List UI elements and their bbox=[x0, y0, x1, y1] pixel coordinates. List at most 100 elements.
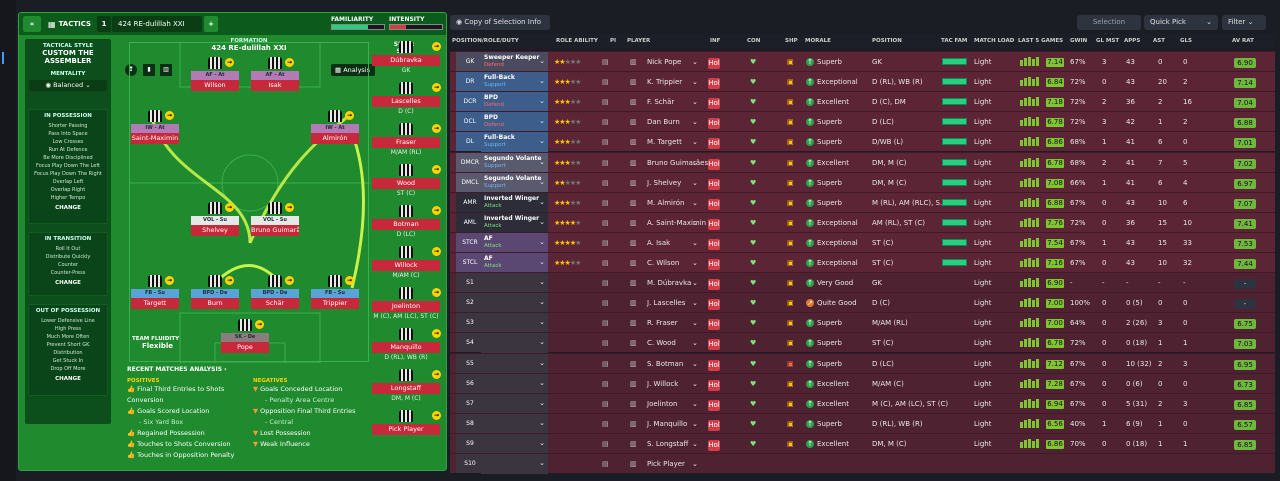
player-name[interactable]: A. Isak bbox=[647, 238, 671, 247]
table-row[interactable]: DCL BPD Defend ⌄ ★★★★★ ▤ ▥ Dan Burn ⌄ Hol ♥ ▣ ↑ Super… bbox=[450, 111, 1275, 133]
pi-icon[interactable]: ▤ bbox=[602, 419, 609, 428]
role-duty-select[interactable]: ⌄ bbox=[481, 373, 548, 394]
role-duty-select[interactable]: ⌄ bbox=[481, 313, 548, 334]
column-header[interactable]: MORALE bbox=[805, 38, 831, 44]
table-row[interactable]: S2 ⌄ ▤ ▥ J. Lascelles ⌄ Hol ♥ ▣ ↗ Quite Good D (C) L… bbox=[450, 292, 1275, 314]
table-row[interactable]: AML Inverted Winger Attack ⌄ ★★★★★ ▤ ▥ A. Saint… bbox=[450, 211, 1275, 233]
table-row[interactable]: DR Full-Back Support ⌄ ★★★★★ ▤ ▥ K. Trippier ⌄ Ho… bbox=[450, 71, 1275, 93]
column-header[interactable]: AV RAT bbox=[1232, 38, 1254, 44]
filter-button[interactable]: Filter ⌄ bbox=[1222, 15, 1266, 30]
table-row[interactable]: STCL AF Attack ⌄ ★★★★★ ▤ ▥ C. Wilson ⌄ Hol ♥ ▣ ↑ Exce… bbox=[450, 252, 1275, 273]
table-row[interactable]: S7 ⌄ ▤ ▥ Joelinton ⌄ Hol ♥ ▣ ↑ Excellent M (C), AM … bbox=[450, 392, 1275, 414]
player-name[interactable]: J. Willock bbox=[647, 379, 679, 388]
role-duty-select[interactable]: Sweeper Keeper Defend ⌄ bbox=[481, 52, 548, 72]
sub-player[interactable]: Pick Player bbox=[372, 424, 440, 435]
table-row[interactable]: DL Full-Back Support ⌄ ★★★★★ ▤ ▥ M. Targett ⌄ Hol… bbox=[450, 131, 1275, 153]
column-header[interactable]: MATCH LOAD bbox=[974, 38, 1015, 44]
table-row[interactable]: DMCR Segundo Volante Support ⌄ ★★★★★ ▤ ▥ Bruno … bbox=[450, 151, 1275, 173]
table-row[interactable]: S5 ⌄ ▤ ▥ S. Botman ⌄ Hol ♥ ▣ ↑ Superb D (LC) Light 7.… bbox=[450, 352, 1275, 374]
player-name[interactable]: C. Wood bbox=[647, 339, 676, 348]
player-name[interactable]: F. Schär bbox=[647, 98, 675, 107]
role-duty-select[interactable]: ⌄ bbox=[481, 273, 548, 294]
table-row[interactable]: S9 ⌄ ▤ ▥ S. Longstaff ⌄ Hol ♥ ▣ ↑ Excellent DM, M (… bbox=[450, 432, 1275, 454]
collapse-icon[interactable]: « bbox=[23, 16, 41, 32]
table-row[interactable]: S3 ⌄ ▤ ▥ R. Fraser ⌄ Hol ♥ ▣ ↑ Superb M/AM (RL) Ligh… bbox=[450, 312, 1275, 334]
pi-icon[interactable]: ▤ bbox=[602, 339, 609, 348]
table-row[interactable]: S1 ⌄ ▤ ▥ M. Dúbravka ⌄ Hol ♥ ▣ ↑ Very Good GK Light 6… bbox=[450, 272, 1275, 294]
role-duty-select[interactable]: Segundo Volante Support ⌄ bbox=[481, 152, 548, 173]
tactic-slot[interactable]: 1 bbox=[97, 16, 111, 32]
role-duty-select[interactable]: BPD Defend ⌄ bbox=[481, 112, 548, 133]
tactic-name[interactable]: 424 RE-dulillah XXI bbox=[112, 16, 202, 32]
bar-chart-icon[interactable]: ▮ bbox=[143, 64, 155, 76]
column-header[interactable]: PLAYER bbox=[627, 38, 651, 44]
pitch-player[interactable]: AF - At Isak bbox=[251, 71, 299, 91]
player-name[interactable]: M. Almirón bbox=[647, 198, 685, 207]
player-name[interactable]: K. Trippier bbox=[647, 78, 683, 87]
pi-icon[interactable]: ▤ bbox=[602, 460, 609, 468]
player-name[interactable]: Bruno Guimarães bbox=[647, 158, 709, 167]
table-row[interactable]: S4 ⌄ ▤ ▥ C. Wood ⌄ Hol ♥ ▣ ↑ Superb ST (C) Light 6.78… bbox=[450, 332, 1275, 354]
sub-player[interactable]: Wood ST (C) bbox=[372, 178, 440, 198]
pi-icon[interactable]: ▤ bbox=[602, 359, 609, 368]
sub-player[interactable]: Willock M/AM (C) bbox=[372, 260, 440, 280]
role-duty-select[interactable]: AF Attack ⌄ bbox=[481, 232, 548, 253]
table-row[interactable]: DMCL Segundo Volante Support ⌄ ★★★★★ ▤ ▥ J. She… bbox=[450, 171, 1275, 193]
sub-player[interactable]: Dúbravka GK bbox=[372, 55, 440, 75]
role-duty-select[interactable]: Inverted Winger Attack ⌄ bbox=[481, 212, 548, 233]
sub-player[interactable]: Fraser M/AM (RL) bbox=[372, 137, 440, 157]
column-header[interactable]: AST bbox=[1153, 38, 1165, 44]
pi-icon[interactable]: ▤ bbox=[602, 158, 609, 167]
sub-player[interactable]: Botman D (LC) bbox=[372, 219, 440, 239]
role-duty-select[interactable]: ⌄ bbox=[481, 393, 548, 414]
column-header[interactable]: INF bbox=[710, 38, 721, 44]
analysis-button[interactable]: ▦ Analysis bbox=[331, 64, 375, 76]
analysis-title[interactable]: RECENT MATCHES ANALYSIS › bbox=[127, 366, 227, 373]
column-header[interactable]: SHP bbox=[785, 38, 798, 44]
pi-icon[interactable]: ▤ bbox=[602, 198, 609, 207]
sub-player[interactable]: Longstaff DM, M (C) bbox=[372, 383, 440, 403]
tactical-style-name[interactable]: CUSTOM THE ASSEMBLER bbox=[42, 49, 94, 65]
player-name[interactable]: Pick Player bbox=[647, 460, 685, 468]
column-header[interactable]: GL MST bbox=[1096, 38, 1120, 44]
pi-icon[interactable]: ▤ bbox=[602, 238, 609, 247]
table-row[interactable]: S10 ⌄ ▤ ▥ Pick Player ⌄ bbox=[450, 453, 1275, 474]
pi-icon[interactable]: ▤ bbox=[602, 319, 609, 328]
out-of-possession-change-button[interactable]: CHANGE bbox=[55, 376, 81, 382]
column-header[interactable]: POSITION/ROLE/DUTY bbox=[452, 38, 519, 44]
pi-icon[interactable]: ▤ bbox=[602, 218, 609, 227]
player-name[interactable]: S. Longstaff bbox=[647, 439, 689, 448]
pi-icon[interactable]: ▤ bbox=[602, 439, 609, 448]
column-header[interactable]: POSITION bbox=[872, 38, 902, 44]
pitch-player[interactable]: FB - Su Targett bbox=[131, 289, 179, 309]
player-name[interactable]: M. Targett bbox=[647, 138, 682, 147]
pitch-player[interactable]: SK - De Pope bbox=[221, 333, 269, 353]
role-duty-select[interactable]: ⌄ bbox=[481, 293, 548, 314]
pitch-player[interactable]: AF - At Wilson bbox=[191, 71, 239, 91]
pi-icon[interactable]: ▤ bbox=[602, 138, 609, 147]
player-name[interactable]: S. Botman bbox=[647, 359, 684, 368]
pi-icon[interactable]: ▤ bbox=[602, 78, 609, 87]
table-row[interactable]: DCR BPD Defend ⌄ ★★★★★ ▤ ▥ F. Schär ⌄ Hol ♥ ▣ ↑ Excel… bbox=[450, 91, 1275, 113]
role-duty-select[interactable]: Inverted Winger Attack ⌄ bbox=[481, 192, 548, 213]
player-name[interactable]: R. Fraser bbox=[647, 319, 678, 328]
role-duty-select[interactable]: Full-Back Support ⌄ bbox=[481, 72, 548, 93]
table-row[interactable]: STCR AF Attack ⌄ ★★★★★ ▤ ▥ A. Isak ⌄ Hol ♥ ▣ ↑ Except… bbox=[450, 231, 1275, 253]
role-duty-select[interactable]: ⌄ bbox=[481, 353, 548, 374]
role-duty-select[interactable]: AF Attack ⌄ bbox=[481, 253, 548, 273]
table-row[interactable]: AMR Inverted Winger Attack ⌄ ★★★★★ ▤ ▥ M. Almir… bbox=[450, 191, 1275, 213]
instructions-icon[interactable]: ❢ bbox=[125, 64, 137, 76]
column-header[interactable]: GLS bbox=[1180, 38, 1192, 44]
column-header[interactable]: PI bbox=[610, 38, 617, 44]
table-row[interactable]: GK Sweeper Keeper Defend ⌄ ★★★★★ ▤ ▥ Nick Pope ⌄… bbox=[450, 51, 1275, 72]
player-name[interactable]: Dan Burn bbox=[647, 118, 680, 127]
player-name[interactable]: J. Shelvey bbox=[647, 178, 682, 187]
player-name[interactable]: M. Dúbravka bbox=[647, 279, 692, 288]
player-name[interactable]: A. Saint-Maximin bbox=[647, 218, 707, 227]
role-duty-select[interactable]: Full-Back Support ⌄ bbox=[481, 132, 548, 153]
pi-icon[interactable]: ▤ bbox=[602, 399, 609, 408]
column-header[interactable]: ROLE ABILITY bbox=[556, 38, 598, 44]
player-name[interactable]: J. Manquillo bbox=[647, 419, 688, 428]
pi-icon[interactable]: ▤ bbox=[602, 379, 609, 388]
column-header[interactable]: GWIN bbox=[1070, 38, 1088, 44]
